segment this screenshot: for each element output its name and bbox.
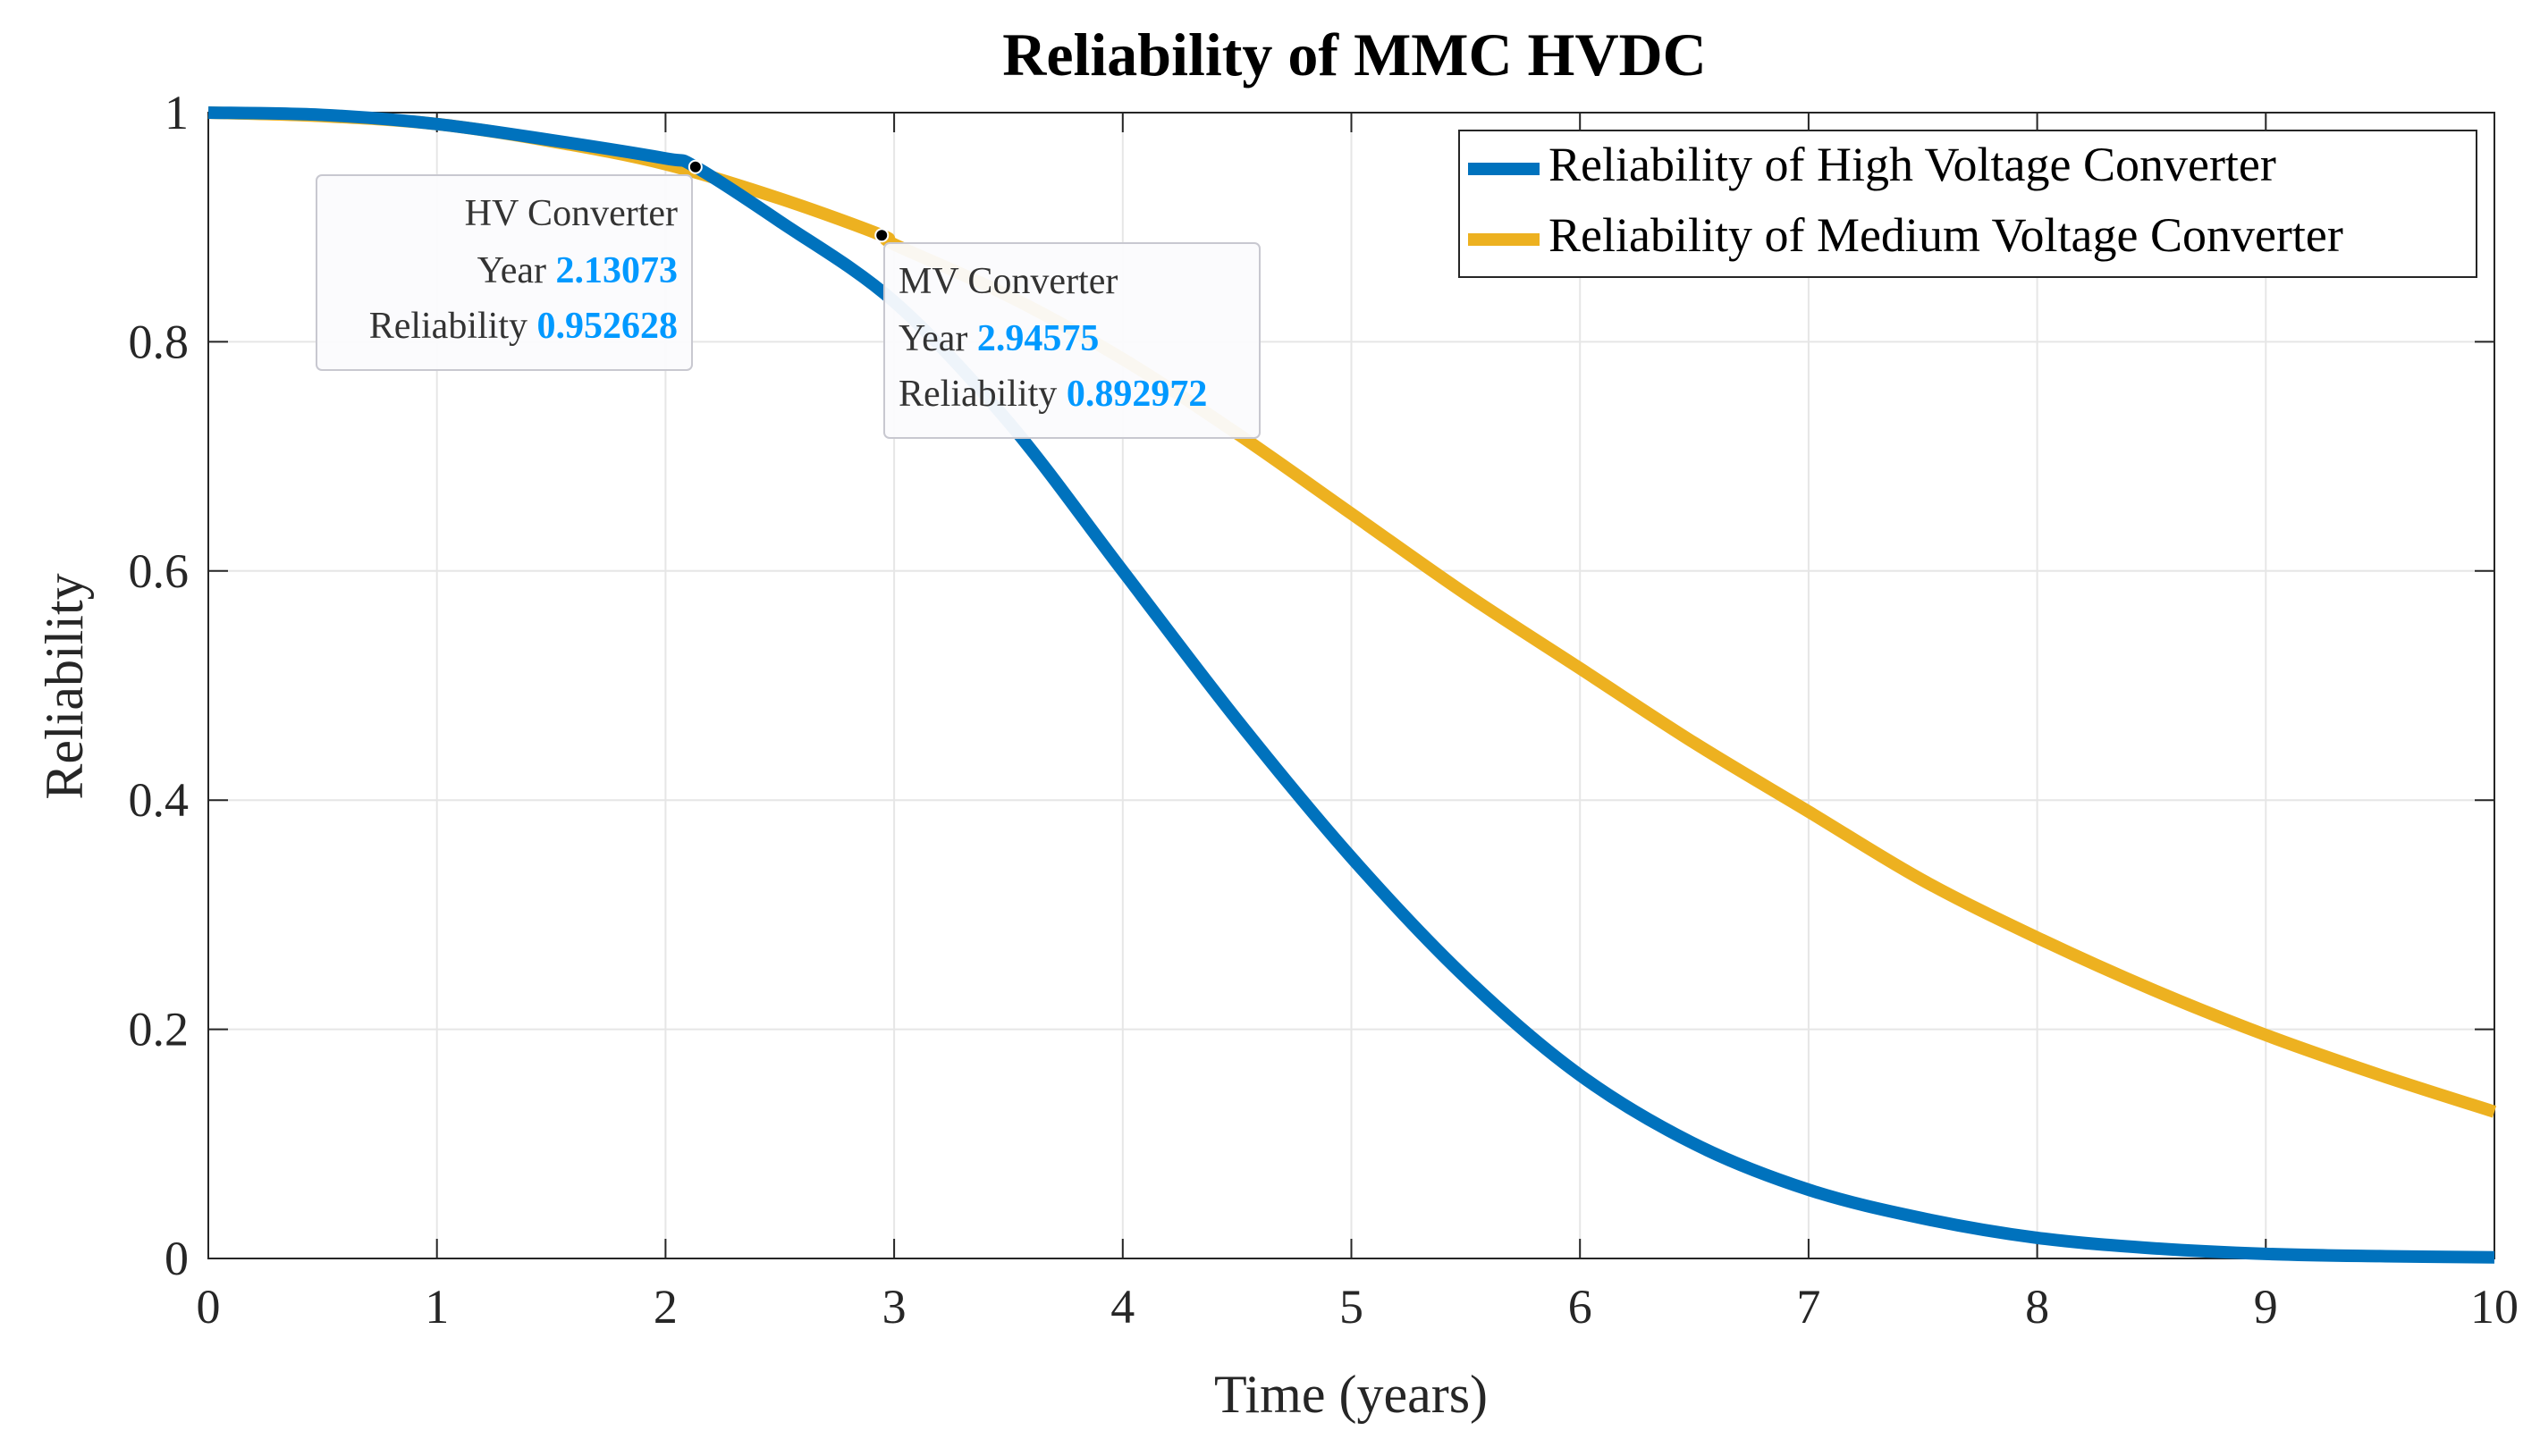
x-tick-label: 10: [2470, 1280, 2519, 1334]
datatip-y-row: Reliability 0.892972: [899, 374, 1207, 415]
y-tick-label: 0.4: [129, 773, 190, 827]
datatip-marker: [874, 228, 890, 243]
y-tick-label: 0.2: [129, 1003, 190, 1056]
datatips: HV Converter Year 2.13073 Reliability 0.95…: [316, 159, 1261, 439]
datatip-x-row: Year 2.13073: [477, 250, 678, 291]
datatip-y-value: 0.892972: [1067, 374, 1208, 415]
chart-title: Reliability of MMC HVDC: [1002, 21, 1707, 88]
datatip-y-value: 0.952628: [537, 306, 679, 347]
datatip-box: [883, 242, 1261, 439]
x-tick-label: 7: [1796, 1280, 1820, 1334]
x-tick-label: 8: [2025, 1280, 2049, 1334]
x-tick-label: 3: [882, 1280, 907, 1334]
x-tick-label: 5: [1339, 1280, 1363, 1334]
datatip-y-label: Reliability: [369, 306, 537, 347]
legend-label-mv: Reliability of Medium Voltage Converter: [1548, 208, 2343, 262]
datatip-x-label: Year: [477, 250, 556, 291]
series-line-hv: [207, 106, 2495, 1264]
datatip-x-value: 2.94575: [977, 318, 1100, 359]
datatip-x-label: Year: [899, 318, 977, 359]
x-tick-labels: 0 1 2 3 4 5 6 7 8 9 10: [197, 1280, 2519, 1334]
datatip-y-row: Reliability 0.952628: [369, 306, 678, 347]
datatip-mv: MV Converter Year 2.94575 Reliability 0.89…: [883, 242, 1261, 439]
legend-label-hv: Reliability of High Voltage Converter: [1548, 138, 2276, 191]
x-tick-label: 6: [1568, 1280, 1592, 1334]
datatip-title: MV Converter: [899, 261, 1118, 302]
y-tick-label: 0: [165, 1232, 189, 1285]
x-tick-label: 2: [654, 1280, 678, 1334]
x-tick-label: 1: [425, 1280, 449, 1334]
y-axis-label: Reliability: [35, 573, 94, 799]
y-tick-label: 0.6: [129, 544, 190, 598]
x-axis-label: Time (years): [1214, 1365, 1488, 1424]
legend-box: [1458, 130, 2477, 278]
legend: Reliability of High Voltage Converter Re…: [1458, 130, 2477, 278]
y-tick-label: 1: [165, 86, 189, 139]
datatip-box: [316, 174, 693, 371]
series-lines: [207, 106, 2497, 1264]
x-tick-label: 9: [2254, 1280, 2278, 1334]
y-tick-labels: 0 0.2 0.4 0.6 0.8 1: [129, 86, 190, 1285]
y-tick-label: 0.8: [129, 315, 190, 368]
datatip-x-row: Year 2.94575: [899, 318, 1099, 359]
x-tick-label: 0: [197, 1280, 221, 1334]
datatip-x-value: 2.13073: [556, 250, 679, 291]
datatip-y-label: Reliability: [899, 374, 1067, 415]
datatip-marker: [688, 159, 703, 174]
datatip-hv: HV Converter Year 2.13073 Reliability 0.95…: [316, 174, 693, 371]
x-tick-label: 4: [1110, 1280, 1135, 1334]
datatip-title: HV Converter: [465, 193, 678, 234]
